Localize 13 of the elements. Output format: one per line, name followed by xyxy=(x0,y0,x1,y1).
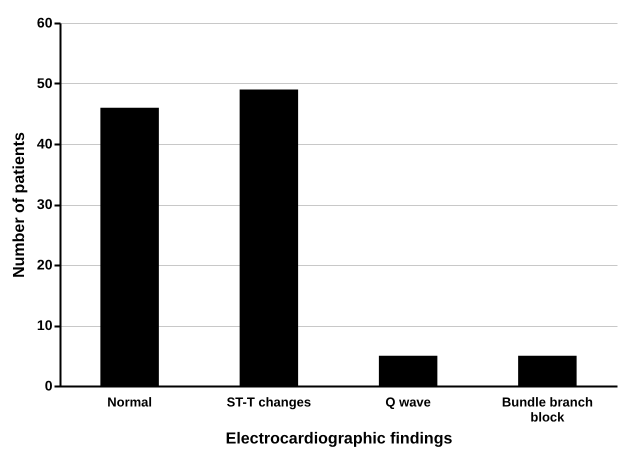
y-tick-label: 0 xyxy=(44,378,53,394)
y-tick-label: 20 xyxy=(36,256,53,272)
y-tick-label: 40 xyxy=(36,136,53,152)
y-tick-label: 60 xyxy=(36,14,53,30)
y-tick-label: 10 xyxy=(36,317,53,333)
x-tick-label: Bundle branch block xyxy=(502,394,593,424)
y-tick-label: 50 xyxy=(36,75,53,91)
x-tick-label: Q wave xyxy=(385,394,431,410)
x-tick-label: Normal xyxy=(107,394,152,410)
x-tick-label: ST-T changes xyxy=(226,394,312,410)
y-tick-label: 30 xyxy=(36,196,53,212)
y-axis-title: Number of patients xyxy=(10,132,28,278)
x-axis-title: Electrocardiographic findings xyxy=(226,430,452,448)
